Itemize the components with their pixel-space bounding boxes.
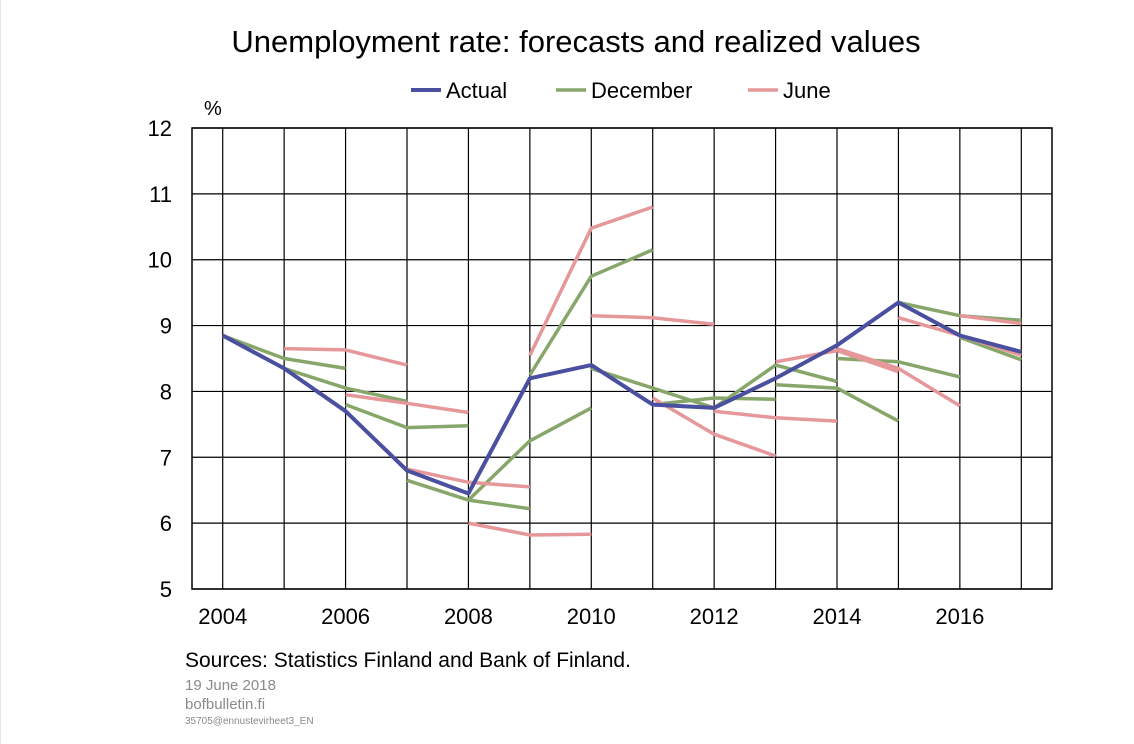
chart-title: Unemployment rate: forecasts and realize… [231, 24, 920, 59]
legend-label-december: December [591, 78, 692, 103]
june-forecast-line [345, 392, 469, 415]
source-note: Sources: Statistics Finland and Bank of … [185, 649, 631, 672]
publication-date: 19 June 2018 [185, 677, 276, 694]
y-axis-unit-label: % [204, 98, 222, 120]
y-axis-ticks: 5 6 7 8 9 10 11 12 [148, 116, 172, 602]
actual-series [221, 300, 1022, 496]
legend-label-actual: Actual [446, 78, 507, 103]
x-tick-label: 2012 [690, 604, 739, 629]
december-forecast-line [959, 335, 1022, 362]
y-tick-label: 10 [148, 248, 172, 273]
june-forecast-line [591, 313, 715, 327]
december-forecast-line [222, 333, 346, 371]
december-forecast-line [283, 366, 408, 404]
y-tick-label: 5 [160, 577, 172, 602]
y-tick-label: 11 [149, 182, 172, 207]
x-tick-label: 2010 [567, 604, 616, 629]
plot-area-frame [191, 127, 1053, 590]
x-tick-label: 2016 [935, 604, 984, 629]
december-forecast-line [836, 356, 961, 379]
x-axis-ticks: 2004 2006 2008 2010 2012 2014 2016 [198, 604, 984, 629]
june-forecast-line [651, 396, 777, 458]
x-tick-label: 2008 [444, 604, 493, 629]
legend-label-june: June [783, 78, 831, 103]
x-tick-label: 2004 [198, 604, 247, 629]
december-forecast-line [775, 383, 900, 423]
actual-line [221, 300, 1022, 496]
y-tick-label: 7 [160, 445, 172, 470]
chart-grid [192, 127, 1052, 590]
december-forecast-line [713, 363, 838, 410]
y-tick-label: 9 [160, 314, 172, 339]
december-forecast-line [344, 402, 469, 430]
june-forecast-line [468, 521, 592, 537]
y-tick-label: 6 [160, 511, 172, 536]
june-forecast-line [775, 348, 899, 374]
june-forecast-line [528, 205, 654, 356]
december-forecast-line [467, 406, 593, 502]
june-forecast-line [713, 409, 838, 423]
chart-legend: Actual December June [411, 78, 831, 103]
line-chart: Unemployment rate: forecasts and realize… [148, 24, 1053, 629]
y-tick-label: 8 [160, 379, 172, 404]
june-forecast-line [406, 467, 531, 489]
december-forecast-line [528, 248, 654, 376]
x-tick-label: 2014 [813, 604, 862, 629]
december-forecast-line [652, 396, 776, 407]
june-forecast-series [284, 205, 1022, 537]
june-forecast-line [284, 346, 408, 367]
x-tick-label: 2006 [321, 604, 370, 629]
chart-code-label: 35705@ennustevirheet3_EN [185, 716, 314, 727]
december-forecast-series [222, 248, 1022, 511]
website-label: bofbulletin.fi [185, 696, 266, 713]
june-forecast-line [959, 313, 1022, 326]
june-forecast-line [836, 346, 961, 408]
y-tick-label: 12 [148, 116, 172, 141]
